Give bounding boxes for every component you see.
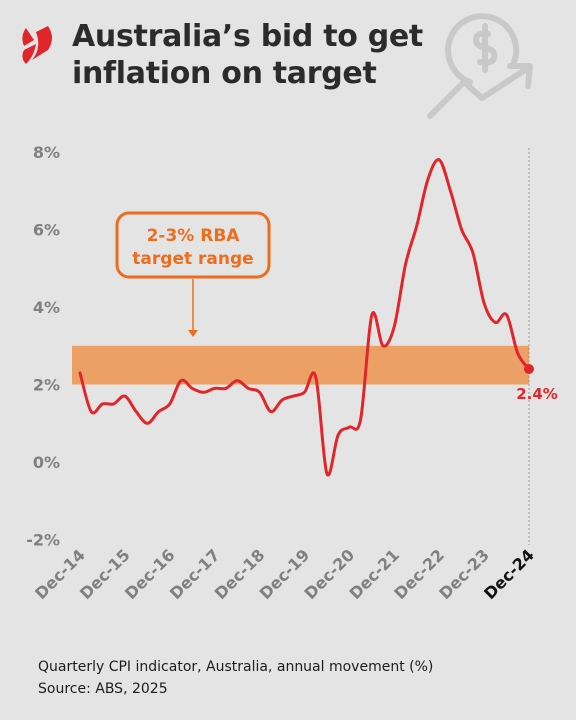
chart-note: Quarterly CPI indicator, Australia, annu…	[38, 659, 434, 675]
target-range-band	[72, 345, 529, 385]
cpi-series-line	[78, 158, 531, 477]
page-title: Australia’s bid to get inflation on targ…	[72, 19, 423, 91]
y-tick-label: 0%	[33, 453, 60, 472]
target-range-annotation: 2-3% RBA target range	[115, 211, 271, 337]
latest-value-point	[524, 364, 534, 374]
chart-source: Source: ABS, 2025	[38, 681, 168, 697]
y-tick-label: 2%	[33, 376, 60, 395]
annotation-line-2: target range	[132, 249, 253, 269]
sbs-news-logo-icon	[22, 26, 52, 64]
y-tick-label: 6%	[33, 221, 60, 240]
latest-value-label: 2.4%	[516, 385, 558, 403]
annotation-line-1: 2-3% RBA	[147, 226, 241, 246]
y-tick-label: 8%	[33, 143, 60, 162]
inflation-line-chart: -2% 0% 2% 4% 6% 8% 2-3% RBA target range 2.4%…	[26, 143, 558, 603]
y-tick-label: 4%	[33, 298, 60, 317]
y-tick-label: -2%	[26, 531, 60, 550]
annotation-arrowhead	[188, 330, 198, 337]
x-tick-label: Dec-24	[480, 545, 538, 603]
chart-footer: Quarterly CPI indicator, Australia, annu…	[38, 656, 558, 700]
dollar-growth-arrow-icon	[427, 13, 533, 119]
